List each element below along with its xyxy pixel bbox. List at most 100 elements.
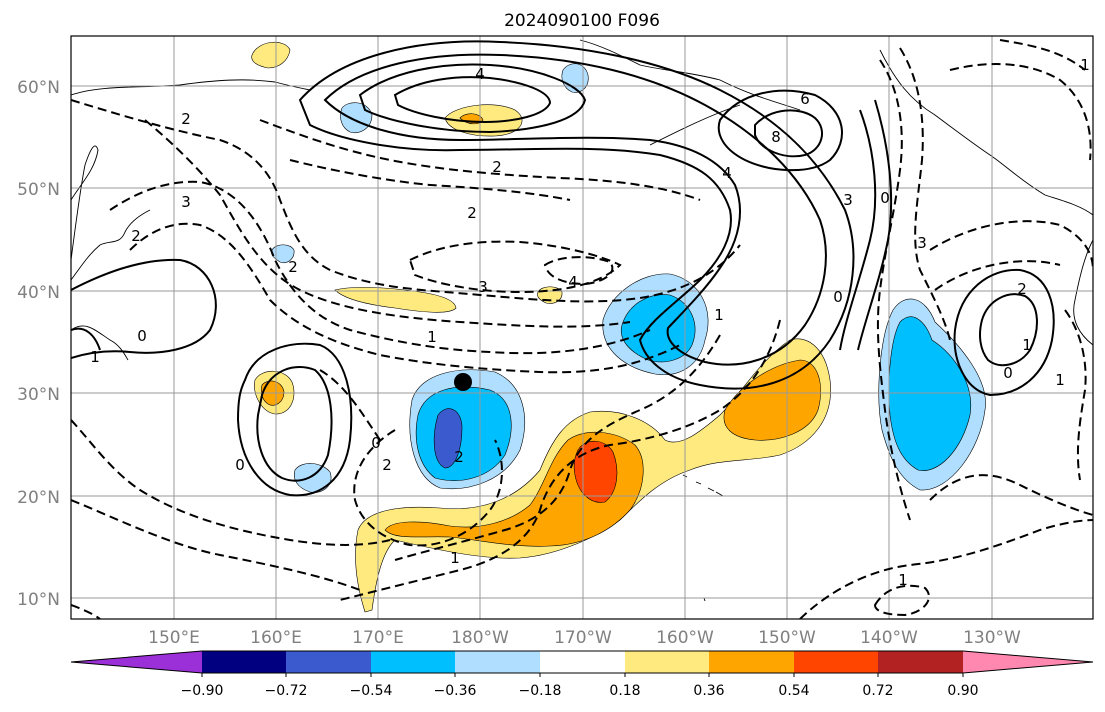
colorbar-label: 0.18 [609, 683, 640, 699]
lon-label: 150°E [148, 628, 200, 648]
contour-label: 1 [898, 571, 908, 589]
solid-contours [71, 40, 1055, 497]
colorbar-swatch [371, 651, 455, 673]
contour-label: 1 [90, 348, 100, 366]
contour-label: 2 [492, 158, 502, 176]
lat-label: 40°N [17, 283, 60, 303]
lon-label: 160°E [250, 628, 302, 648]
contour-label: 1 [427, 328, 437, 346]
contour-label: 3 [478, 278, 488, 296]
contour-label: 0 [880, 189, 890, 207]
colorbar-swatch [709, 651, 794, 673]
lon-label: 180°W [451, 628, 509, 648]
anomaly-region [293, 463, 332, 493]
contour-line [298, 40, 855, 390]
colorbar-swatch [202, 651, 286, 673]
contour-label: 2 [467, 204, 477, 222]
contour-label: 0 [137, 327, 147, 345]
contour-label: 3 [917, 234, 927, 252]
colorbar-swatch [71, 651, 202, 673]
lon-label: 140°W [860, 628, 918, 648]
contour-label: 2 [131, 227, 141, 245]
contour-line [393, 76, 552, 124]
contour-label: 2 [1017, 280, 1027, 298]
contour-line [144, 119, 631, 328]
lon-label: 160°W [656, 628, 714, 648]
colorbar-swatch [878, 651, 963, 673]
contour-line [71, 327, 101, 351]
colorbar-label: −0.90 [181, 683, 224, 699]
contour-label: 0 [1003, 364, 1013, 382]
colorbar-swatch [286, 651, 371, 673]
colorbar-swatch [794, 651, 878, 673]
anomaly-region [251, 42, 291, 69]
contour-label: 4 [722, 164, 732, 182]
contour-label: 2 [181, 110, 191, 128]
contour-line [408, 240, 622, 294]
lat-label: 60°N [17, 78, 60, 98]
colorbar-label: −0.54 [350, 683, 393, 699]
dashed-contours [71, 39, 1093, 619]
contour-line [1064, 309, 1087, 481]
map-title: 2024090100 F096 [504, 11, 660, 31]
lat-label: 20°N [17, 488, 60, 508]
contour-label: 0 [833, 288, 843, 306]
anomaly-region [723, 359, 821, 441]
contour-line [323, 53, 827, 366]
anomaly-region [573, 440, 618, 503]
contour-line [394, 334, 721, 561]
contour-label: 1 [1055, 371, 1065, 389]
contour-line [929, 474, 1093, 516]
anomaly-region [271, 244, 295, 263]
contour-line [71, 99, 741, 303]
map-panel: 4 6 8 4 3 0 2 2 3 2 2 2 3 3 4 1 1 0 2 0 … [71, 36, 1093, 619]
colorbar-swatch [963, 651, 1093, 673]
contour-line [71, 499, 361, 591]
contour-label-layer: 4 6 8 4 3 0 2 2 3 2 2 2 3 3 4 1 1 0 2 0 … [90, 56, 1090, 589]
colorbar-label: −0.18 [519, 683, 562, 699]
colorbar-labels: −0.90 −0.72 −0.54 −0.36 −0.18 0.18 0.36 … [181, 683, 979, 699]
contour-label: 3 [181, 193, 191, 211]
contour-line [873, 584, 930, 617]
lon-label: 150°W [758, 628, 816, 648]
anomaly-region [444, 104, 523, 137]
contour-line [979, 293, 1038, 367]
contour-line [319, 369, 381, 441]
contour-label: 4 [568, 273, 578, 291]
contour-label: 2 [288, 258, 298, 276]
coastline-westus [1073, 239, 1093, 346]
contour-label: 2 [454, 448, 464, 466]
contour-label: 8 [771, 128, 781, 146]
coastline-asia [71, 79, 311, 361]
contour-line [839, 109, 877, 351]
contour-line [71, 604, 101, 619]
lon-label: 170°E [352, 628, 404, 648]
contour-line [934, 260, 1061, 291]
contour-line [236, 342, 353, 497]
colorbar-label: −0.72 [265, 683, 308, 699]
longitude-labels: 150°E 160°E 170°E 180°W 170°W 160°W 150°… [148, 628, 1021, 648]
contour-line [717, 89, 843, 172]
colorbar-label: −0.36 [434, 683, 477, 699]
colorbar-label: 0.90 [947, 683, 978, 699]
contour-line [256, 366, 333, 482]
contour-label: 1 [450, 549, 460, 567]
colorbar-label: 0.72 [862, 683, 893, 699]
contour-label: 1 [714, 306, 724, 324]
contour-line [339, 319, 781, 601]
lat-label: 50°N [17, 180, 60, 200]
colorbar-swatch [625, 651, 709, 673]
contour-line [999, 39, 1086, 71]
contour-line [953, 268, 1055, 397]
contour-line [71, 258, 217, 359]
contour-line [289, 159, 571, 201]
contour-line [929, 220, 1093, 271]
storm-center-dot [454, 373, 472, 391]
map-frame [70, 35, 1094, 620]
lon-label: 130°W [963, 628, 1021, 648]
contour-label: 0 [371, 434, 381, 452]
contour-label: 4 [475, 65, 485, 83]
contour-line [129, 222, 681, 374]
contour-line [949, 63, 1092, 161]
colorbar-swatch [455, 651, 540, 673]
